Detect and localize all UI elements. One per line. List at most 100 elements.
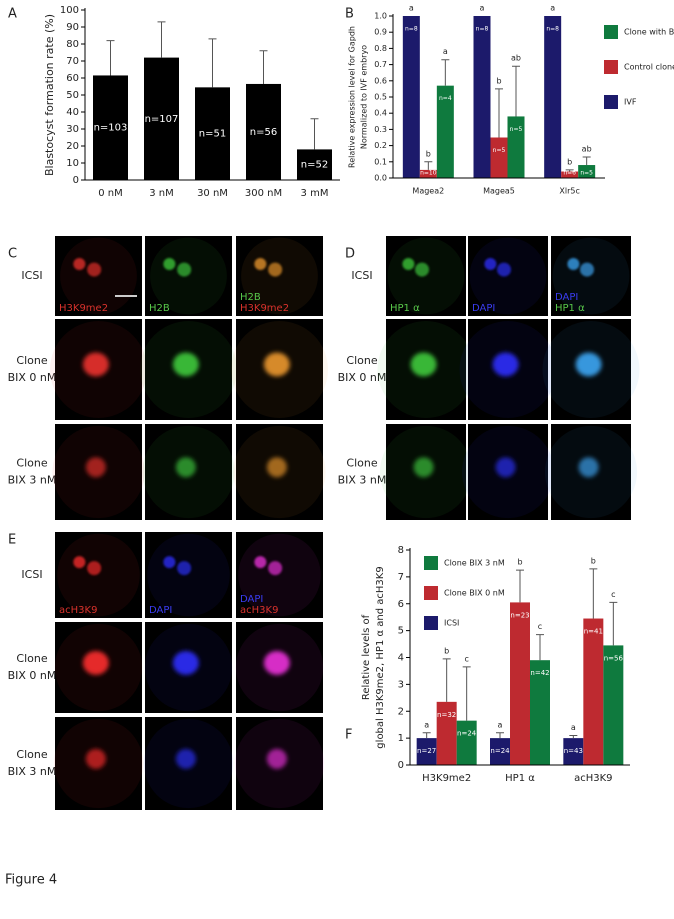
micrograph xyxy=(145,532,232,618)
error-bar xyxy=(609,601,618,646)
panel-letter: B xyxy=(345,7,354,22)
pronucleus xyxy=(87,262,102,277)
bar-label: n=103 xyxy=(94,123,128,134)
legend-swatch xyxy=(604,60,618,74)
y-tick-label: 0.7 xyxy=(374,60,387,69)
pronucleus xyxy=(73,258,86,270)
y-tick-label: 5 xyxy=(398,626,404,637)
cell-outline xyxy=(469,237,547,315)
pronucleus xyxy=(177,561,192,576)
cell-outline xyxy=(238,533,321,617)
micrograph xyxy=(55,532,142,618)
error-bar xyxy=(462,666,471,721)
legend-swatch xyxy=(424,556,438,570)
nucleus xyxy=(82,352,109,377)
significance-letter: b xyxy=(567,157,572,166)
bar xyxy=(544,16,562,178)
error-bar xyxy=(565,169,574,172)
y-tick-label: 0.5 xyxy=(374,93,387,102)
nucleus xyxy=(172,650,199,675)
error-bar xyxy=(495,88,503,138)
bar-label: n=41 xyxy=(584,628,603,636)
bar xyxy=(144,57,179,180)
error-bar xyxy=(422,732,431,739)
bar-label: n=43 xyxy=(564,747,583,755)
nucleus xyxy=(413,457,434,478)
nucleus xyxy=(85,457,106,478)
y-tick-label: 1.0 xyxy=(374,12,387,21)
micrograph xyxy=(551,236,631,316)
nucleus xyxy=(575,352,602,377)
error-bar xyxy=(569,734,578,739)
y-tick-label: 6 xyxy=(398,599,404,610)
y-tick-label: 90 xyxy=(66,22,79,33)
micrograph xyxy=(145,236,232,316)
error-bar xyxy=(106,40,115,76)
row-label: BIX 0 nM xyxy=(8,371,57,384)
bar xyxy=(402,16,420,178)
y-tick-label: 10 xyxy=(66,158,79,169)
pronucleus xyxy=(254,556,267,569)
error-bar xyxy=(536,634,544,661)
x-tick-label: Magea2 xyxy=(412,187,444,196)
x-tick-label: Magea5 xyxy=(483,187,515,196)
nucleus xyxy=(495,457,516,478)
nucleus xyxy=(175,457,196,478)
bar-label: n=8 xyxy=(476,26,489,33)
bar-label: n=5 xyxy=(493,147,506,154)
bar-label: n=8 xyxy=(546,26,559,33)
pronucleus xyxy=(163,556,176,569)
pronucleus xyxy=(73,556,86,569)
x-tick-label: 3 nM xyxy=(149,188,174,199)
row-label: Clone xyxy=(16,652,47,665)
row-label: Clone xyxy=(346,354,377,367)
nucleus xyxy=(263,650,290,675)
pronucleus xyxy=(87,561,102,576)
error-bar xyxy=(310,118,319,150)
bar-label: n=10 xyxy=(420,170,437,177)
nucleus xyxy=(492,352,519,377)
significance-letter: a xyxy=(424,720,429,729)
y-tick-label: 100 xyxy=(60,5,79,16)
bar xyxy=(456,720,477,765)
channel-label: DAPI xyxy=(472,303,495,314)
bar-label: n=51 xyxy=(199,129,226,140)
y-tick-label: 7 xyxy=(398,572,404,583)
micrograph xyxy=(468,236,548,316)
cell-outline xyxy=(57,533,140,617)
legend-label: Control clone xyxy=(624,63,674,72)
channel-label: acH3K9 xyxy=(240,605,278,616)
y-tick-label: 80 xyxy=(66,39,79,50)
pronucleus xyxy=(268,262,283,277)
bar xyxy=(490,738,510,765)
significance-letter: b xyxy=(517,558,522,567)
bar xyxy=(507,116,525,178)
y-axis-label: Blastocyst formation rate (%) xyxy=(43,14,56,176)
significance-letter: a xyxy=(480,4,485,13)
row-label: BIX 0 nM xyxy=(338,371,387,384)
y-axis-label: Relative expression level for Gapdh xyxy=(348,26,357,168)
nucleus xyxy=(410,352,437,377)
pronucleus xyxy=(163,258,176,270)
pronucleus xyxy=(268,561,283,576)
bar-label: n=52 xyxy=(301,160,328,171)
y-tick-label: 0.0 xyxy=(374,174,387,183)
nucleus xyxy=(578,457,599,478)
row-label: Clone xyxy=(346,457,377,470)
error-bar xyxy=(582,156,591,166)
significance-letter: b xyxy=(496,76,501,85)
significance-letter: a xyxy=(498,720,503,729)
bar xyxy=(436,701,457,765)
error-bar xyxy=(516,569,524,603)
y-tick-label: 3 xyxy=(398,679,404,690)
error-bar xyxy=(424,161,433,170)
row-label: Clone xyxy=(16,748,47,761)
bar xyxy=(419,169,437,178)
y-tick-label: 0.1 xyxy=(374,157,387,166)
error-bar xyxy=(589,568,598,619)
y-tick-label: 0 xyxy=(73,175,79,186)
pronucleus xyxy=(484,258,497,270)
bar-label: n=107 xyxy=(145,114,179,125)
bar-label: n=56 xyxy=(604,654,624,662)
